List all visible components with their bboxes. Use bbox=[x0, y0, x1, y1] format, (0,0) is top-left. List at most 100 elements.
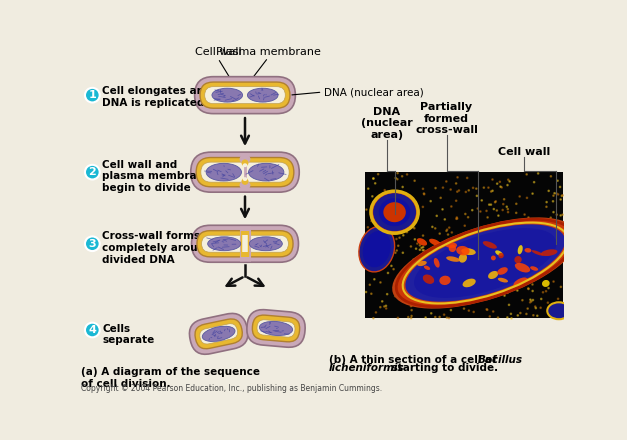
Point bbox=[532, 257, 542, 264]
Point bbox=[382, 222, 392, 229]
Point bbox=[538, 268, 548, 275]
Point bbox=[438, 206, 448, 213]
Point bbox=[538, 289, 548, 296]
Point bbox=[394, 234, 404, 241]
Point bbox=[401, 285, 411, 292]
Point bbox=[441, 178, 451, 185]
Point bbox=[522, 274, 532, 281]
Text: Plasma membrane: Plasma membrane bbox=[216, 47, 320, 57]
Ellipse shape bbox=[497, 267, 508, 275]
Point bbox=[431, 184, 441, 191]
Point bbox=[504, 301, 514, 308]
Point bbox=[383, 269, 393, 276]
Point bbox=[387, 205, 398, 212]
Point bbox=[525, 299, 535, 306]
Point bbox=[381, 188, 391, 195]
Point bbox=[391, 175, 401, 182]
Point bbox=[555, 183, 565, 191]
FancyBboxPatch shape bbox=[247, 310, 305, 347]
Point bbox=[406, 312, 416, 319]
Point bbox=[371, 309, 381, 316]
FancyBboxPatch shape bbox=[252, 315, 300, 342]
Point bbox=[442, 242, 452, 249]
Point bbox=[379, 202, 389, 209]
Point bbox=[390, 293, 400, 300]
Point bbox=[382, 208, 393, 215]
Text: Cross-wall forms
completely around
divided DNA: Cross-wall forms completely around divid… bbox=[102, 231, 213, 264]
Bar bbox=[365, 172, 563, 319]
Point bbox=[473, 267, 483, 274]
Point bbox=[477, 251, 487, 258]
Ellipse shape bbox=[417, 238, 427, 246]
Point bbox=[549, 190, 559, 197]
Point bbox=[449, 273, 459, 280]
Ellipse shape bbox=[449, 245, 456, 252]
Circle shape bbox=[85, 323, 100, 337]
Point bbox=[520, 231, 530, 238]
Point bbox=[530, 303, 540, 310]
Point bbox=[486, 188, 496, 195]
Point bbox=[454, 284, 464, 291]
Point bbox=[452, 235, 462, 242]
Point bbox=[411, 245, 421, 252]
Point bbox=[377, 298, 387, 305]
Point bbox=[533, 170, 543, 177]
Point bbox=[502, 289, 512, 296]
Ellipse shape bbox=[458, 253, 467, 263]
Point bbox=[384, 190, 394, 197]
Point bbox=[431, 282, 441, 290]
Point bbox=[436, 298, 446, 305]
Point bbox=[487, 245, 497, 252]
Point bbox=[515, 309, 525, 316]
Point bbox=[458, 234, 468, 241]
Text: Partially
formed
cross-wall: Partially formed cross-wall bbox=[415, 102, 478, 135]
Point bbox=[493, 249, 503, 257]
Point bbox=[421, 264, 431, 271]
Point bbox=[441, 238, 451, 246]
Point bbox=[464, 307, 474, 314]
Point bbox=[461, 188, 471, 195]
Point bbox=[392, 247, 402, 254]
Text: Cell elongates and
DNA is replicated: Cell elongates and DNA is replicated bbox=[102, 86, 212, 107]
Point bbox=[418, 185, 428, 192]
Point bbox=[430, 314, 440, 321]
Ellipse shape bbox=[208, 237, 241, 251]
Point bbox=[553, 308, 563, 315]
Circle shape bbox=[85, 88, 100, 103]
Point bbox=[460, 222, 470, 229]
Point bbox=[511, 200, 521, 207]
Point bbox=[380, 187, 390, 194]
Ellipse shape bbox=[446, 256, 460, 262]
Point bbox=[397, 173, 407, 180]
Ellipse shape bbox=[542, 280, 550, 287]
Text: 2: 2 bbox=[88, 167, 96, 177]
Point bbox=[520, 244, 530, 251]
FancyBboxPatch shape bbox=[191, 152, 299, 192]
Ellipse shape bbox=[456, 246, 470, 255]
Point bbox=[546, 173, 556, 180]
Point bbox=[463, 268, 473, 275]
Ellipse shape bbox=[434, 258, 440, 268]
Point bbox=[542, 216, 552, 223]
Point bbox=[360, 231, 370, 238]
Point bbox=[406, 315, 416, 322]
Point bbox=[406, 303, 416, 310]
Point bbox=[438, 271, 448, 279]
Ellipse shape bbox=[379, 198, 410, 226]
Point bbox=[526, 298, 536, 305]
Point bbox=[435, 313, 445, 320]
Point bbox=[443, 288, 453, 295]
Point bbox=[527, 281, 537, 288]
Point bbox=[438, 268, 448, 275]
Point bbox=[482, 290, 492, 297]
Point bbox=[441, 278, 451, 285]
Text: Cell wall: Cell wall bbox=[498, 147, 550, 157]
Point bbox=[398, 249, 408, 256]
Point bbox=[524, 214, 534, 221]
Point bbox=[514, 262, 524, 269]
Point bbox=[398, 232, 408, 239]
Point bbox=[406, 223, 416, 230]
Point bbox=[393, 170, 403, 177]
Point bbox=[464, 298, 474, 305]
Point bbox=[404, 294, 414, 301]
